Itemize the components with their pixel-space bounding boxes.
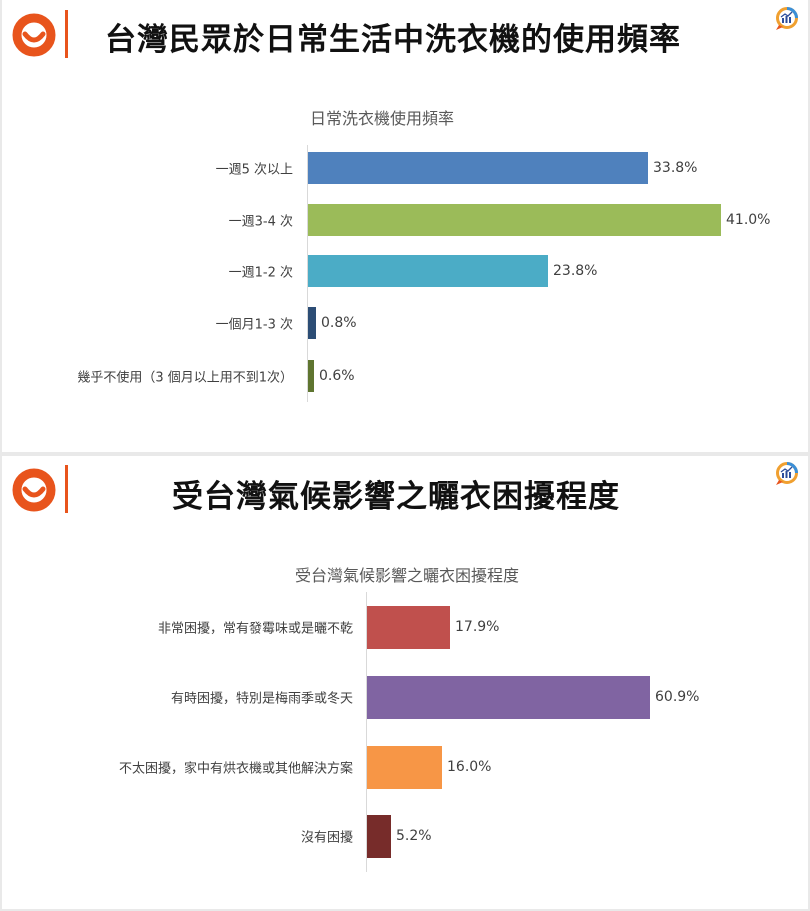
bar	[308, 307, 316, 339]
value-label: 23.8%	[553, 263, 598, 279]
category-label: 沒有困擾	[300, 830, 353, 846]
bar	[367, 815, 391, 858]
bar	[308, 360, 314, 392]
page-title: 受台灣氣候影響之曬衣困擾程度	[172, 479, 620, 515]
bar	[367, 676, 650, 719]
value-label: 17.9%	[455, 619, 500, 635]
value-label: 5.2%	[396, 828, 432, 844]
bar	[367, 606, 450, 649]
category-label: 有時困擾，特別是梅雨季或冬天	[170, 691, 353, 707]
bar	[308, 204, 721, 236]
value-label: 16.0%	[447, 759, 492, 775]
value-label: 0.8%	[321, 315, 357, 331]
category-label: 一週1-2 次	[228, 265, 293, 281]
category-label: 幾乎不使用（3 個月以上用不到1次）	[77, 370, 293, 386]
panel-washing-frequency: 台灣民眾於日常生活中洗衣機的使用頻率 日常洗衣機使用頻率 一週5 次以上 33.…	[2, 0, 808, 452]
value-label: 41.0%	[726, 212, 771, 228]
chart-title: 受台灣氣候影響之曬衣困擾程度	[294, 566, 520, 585]
category-label: 非常困擾，常有發霉味或是曬不乾	[157, 621, 353, 637]
y-axis	[366, 592, 367, 872]
chart-title: 日常洗衣機使用頻率	[309, 109, 455, 128]
category-label: 不太困擾，家中有烘衣機或其他解決方案	[118, 761, 353, 777]
page-title: 台灣民眾於日常生活中洗衣機的使用頻率	[105, 22, 681, 58]
bar	[308, 152, 648, 184]
value-label: 0.6%	[319, 368, 355, 384]
chart-bubble-icon	[776, 462, 798, 485]
category-label: 一週3-4 次	[228, 214, 293, 230]
category-label: 一週5 次以上	[215, 162, 293, 178]
bar	[367, 746, 442, 789]
category-label: 一個月1-3 次	[215, 317, 293, 333]
bar	[308, 255, 548, 287]
title-divider	[65, 465, 68, 513]
smile-logo-icon	[12, 468, 56, 512]
panel-drying-trouble: 受台灣氣候影響之曬衣困擾程度 受台灣氣候影響之曬衣困擾程度 非常困擾，常有發霉味…	[2, 456, 808, 909]
chart-bubble-icon	[776, 7, 798, 30]
y-axis	[307, 145, 308, 402]
value-label: 60.9%	[655, 689, 700, 705]
title-divider	[65, 10, 68, 58]
smile-logo-icon	[12, 13, 56, 57]
value-label: 33.8%	[653, 160, 698, 176]
